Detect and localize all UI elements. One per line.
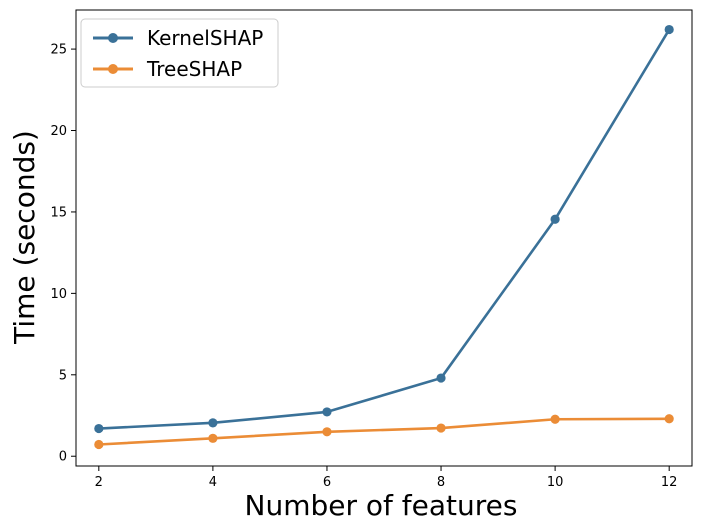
y-tick-label: 10: [50, 287, 67, 302]
data-point-kernelshap: [94, 423, 104, 434]
axes-frame: [75, 9, 693, 467]
data-point-treeshap: [208, 433, 218, 443]
y-tick-label: 20: [50, 124, 67, 139]
y-tick-label: 0: [59, 450, 67, 465]
x-axis-ticks: 2 4 6 8 10 12: [95, 466, 678, 490]
x-axis-title: Number of features: [245, 489, 518, 522]
data-point-treeshap: [550, 414, 560, 424]
data-point-kernelshap: [664, 24, 674, 35]
legend: KernelSHAP TreeSHAP: [80, 18, 279, 88]
y-axis-ticks: 0 5 10 15 20 25: [50, 43, 76, 465]
legend-entry-kernelshap: KernelSHAP: [93, 26, 263, 50]
x-tick-label: 4: [209, 475, 217, 490]
legend-marker-kernelshap: [108, 33, 118, 43]
data-point-kernelshap: [550, 214, 560, 224]
data-point-treeshap: [94, 439, 104, 450]
data-point-treeshap: [664, 414, 674, 424]
data-point-kernelshap: [322, 407, 332, 417]
data-point-kernelshap: [436, 373, 446, 383]
legend-label-treeshap: TreeSHAP: [146, 57, 242, 81]
data-point-kernelshap: [208, 418, 218, 428]
x-tick-label: 6: [323, 475, 331, 490]
data-point-treeshap: [436, 423, 446, 433]
series-layer: [94, 24, 674, 450]
legend-entry-treeshap: TreeSHAP: [93, 57, 242, 81]
y-tick-label: 5: [59, 368, 67, 383]
x-tick-label: 10: [547, 475, 564, 490]
series-line-treeshap: [98, 417, 670, 446]
x-tick-label: 8: [437, 475, 445, 490]
data-point-treeshap: [322, 427, 332, 437]
x-tick-label: 12: [661, 475, 678, 490]
y-tick-label: 15: [50, 205, 67, 220]
y-axis-title: Time (seconds): [8, 130, 41, 345]
y-tick-label: 25: [50, 43, 67, 58]
legend-label-kernelshap: KernelSHAP: [147, 26, 263, 50]
series-line-kernelshap: [98, 28, 671, 430]
x-tick-label: 2: [95, 475, 103, 490]
legend-marker-treeshap: [108, 64, 118, 74]
